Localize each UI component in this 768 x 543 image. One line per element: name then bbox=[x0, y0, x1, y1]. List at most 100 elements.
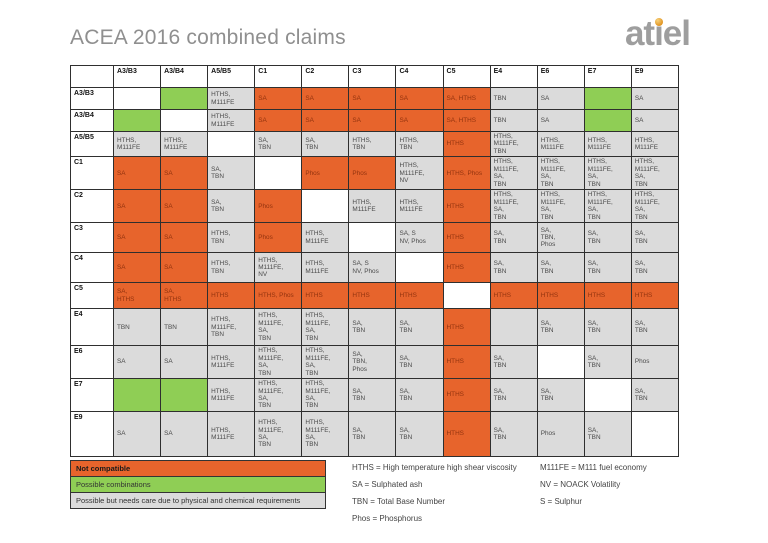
abbr-m111fe: M111FE = M111 fuel economy bbox=[540, 463, 647, 472]
matrix-cell: SA, TBN bbox=[348, 308, 397, 347]
logo-letter-i: ı bbox=[654, 14, 664, 53]
matrix-cell bbox=[583, 87, 632, 110]
matrix-cell: HTHS, TBN bbox=[207, 252, 256, 284]
matrix-cell bbox=[160, 109, 209, 132]
matrix-cell: HTHS, M111FE, SA, TBN bbox=[301, 308, 350, 347]
matrix-cell: Phos bbox=[348, 156, 397, 191]
matrix-cell: HTHS, M111FE, TBN bbox=[207, 308, 256, 347]
legend-not-compatible: Not compatible bbox=[70, 460, 326, 477]
matrix-cell: HTHS, M111FE bbox=[160, 130, 209, 158]
matrix-cell: SA, HTHS bbox=[442, 109, 491, 132]
matrix-cell: SA bbox=[395, 109, 444, 132]
matrix-cell: HTHS, M111FE, SA, TBN bbox=[254, 410, 303, 457]
matrix-row-c4: C4 SA SA HTHS, TBN HTHS, M111FE, NV HTHS, M11… bbox=[70, 252, 680, 284]
matrix-cell bbox=[160, 377, 209, 412]
matrix-cell: SA bbox=[536, 87, 585, 110]
matrix-cell: SA, TBN bbox=[630, 222, 680, 254]
col-header-a3-b4: A3/B4 bbox=[160, 65, 209, 88]
matrix-cell: SA bbox=[160, 189, 209, 224]
matrix-row-e9: E9 SA SA HTHS, M111FE HTHS, M111FE, SA, TBN H… bbox=[70, 410, 680, 457]
matrix-cell bbox=[442, 282, 491, 310]
matrix-cell: SA, TBN bbox=[207, 156, 256, 191]
matrix-cell: SA bbox=[160, 410, 209, 457]
matrix-cell: SA, TBN, Phos bbox=[536, 222, 585, 254]
abbr-tbn: TBN = Total Base Number bbox=[352, 497, 446, 506]
matrix-cell bbox=[348, 222, 397, 254]
matrix-cell bbox=[630, 410, 680, 457]
matrix-cell: SA, TBN bbox=[395, 345, 444, 379]
matrix-cell bbox=[301, 189, 350, 224]
matrix-cell bbox=[207, 130, 256, 158]
col-header-c3: C3 bbox=[348, 65, 397, 88]
matrix-cell: HTHS, M111FE, TBN bbox=[489, 130, 538, 158]
matrix-cell: HTHS, M111FE bbox=[536, 130, 585, 158]
matrix-cell: SA, TBN bbox=[489, 222, 538, 254]
matrix-cell: HTHS bbox=[442, 252, 491, 284]
matrix-corner-cell bbox=[70, 65, 114, 88]
matrix-cell bbox=[583, 377, 632, 412]
matrix-cell: TBN bbox=[160, 308, 209, 347]
matrix-cell: SA, TBN bbox=[536, 308, 585, 347]
matrix-cell: HTHS, M111FE, SA, TBN bbox=[489, 189, 538, 224]
matrix-cell: HTHS, Phos bbox=[254, 282, 303, 310]
matrix-cell: SA, HTHS bbox=[160, 282, 209, 310]
row-header-c3: C3 bbox=[70, 222, 114, 254]
matrix-cell: SA bbox=[160, 252, 209, 284]
matrix-cell: SA, TBN bbox=[536, 377, 585, 412]
abbr-sa: SA = Sulphated ash bbox=[352, 480, 423, 489]
matrix-cell: HTHS, M111FE bbox=[630, 130, 680, 158]
col-header-c2: C2 bbox=[301, 65, 350, 88]
matrix-cell: HTHS, TBN bbox=[348, 130, 397, 158]
matrix-cell: HTHS, M111FE bbox=[207, 345, 256, 379]
matrix-cell: TBN bbox=[489, 109, 538, 132]
matrix-cell: SA, TBN bbox=[395, 308, 444, 347]
matrix-row-a5-b5: A5/B5 HTHS, M111FE HTHS, M111FE SA, TBN SA, … bbox=[70, 130, 680, 158]
matrix-cell: TBN bbox=[489, 87, 538, 110]
matrix-cell bbox=[112, 109, 162, 132]
matrix-cell: SA bbox=[536, 109, 585, 132]
matrix-row-e4: E4 TBN TBN HTHS, M111FE, TBN HTHS, M111FE, S… bbox=[70, 308, 680, 347]
row-header-e9: E9 bbox=[70, 410, 114, 457]
matrix-cell: HTHS bbox=[442, 410, 491, 457]
matrix-cell: HTHS bbox=[442, 308, 491, 347]
matrix-cell: HTHS, M111FE bbox=[395, 189, 444, 224]
row-header-c5: C5 bbox=[70, 282, 114, 310]
matrix-cell: SA bbox=[112, 345, 162, 379]
matrix-cell: HTHS, M111FE, SA, TBN bbox=[254, 377, 303, 412]
matrix-cell: HTHS, M111FE, SA, TBN bbox=[536, 189, 585, 224]
matrix-cell: SA, TBN bbox=[489, 377, 538, 412]
row-header-c2: C2 bbox=[70, 189, 114, 224]
matrix-cell: HTHS, M111FE, SA, TBN bbox=[583, 189, 632, 224]
matrix-cell bbox=[112, 87, 162, 110]
row-header-c1: C1 bbox=[70, 156, 114, 191]
matrix-row-c1: C1 SA SA SA, TBN Phos Phos HTHS, M111FE, NV HTH… bbox=[70, 156, 680, 191]
matrix-cell: SA bbox=[112, 156, 162, 191]
abbr-phos: Phos = Phosphorus bbox=[352, 514, 423, 523]
legend-label: Not compatible bbox=[76, 464, 131, 473]
matrix-cell: HTHS, M111FE, SA, TBN bbox=[630, 189, 680, 224]
matrix-cell: SA, TBN bbox=[348, 410, 397, 457]
legend-needs-care: Possible but needs care due to physical … bbox=[70, 492, 326, 509]
col-header-c4: C4 bbox=[395, 65, 444, 88]
matrix-cell: Phos bbox=[301, 156, 350, 191]
matrix-cell: HTHS, M111FE bbox=[112, 130, 162, 158]
matrix-cell bbox=[583, 109, 632, 132]
matrix-cell bbox=[536, 345, 585, 379]
matrix-cell: SA, TBN bbox=[348, 377, 397, 412]
col-header-c5: C5 bbox=[442, 65, 491, 88]
matrix-row-c3: C3 SA SA HTHS, TBN Phos HTHS, M111FE SA, S NV,… bbox=[70, 222, 680, 254]
matrix-cell: SA, HTHS bbox=[112, 282, 162, 310]
legend-label: Possible combinations bbox=[76, 480, 151, 489]
matrix-cell: HTHS bbox=[536, 282, 585, 310]
matrix-cell: SA bbox=[301, 109, 350, 132]
matrix-row-e7: E7 HTHS, M111FE HTHS, M111FE, SA, TBN HTHS,… bbox=[70, 377, 680, 412]
matrix-cell: HTHS bbox=[207, 282, 256, 310]
matrix-cell: SA bbox=[630, 109, 680, 132]
matrix-cell: HTHS bbox=[630, 282, 680, 310]
matrix-cell: SA, TBN bbox=[583, 222, 632, 254]
legend-possible-combinations: Possible combinations bbox=[70, 476, 326, 493]
matrix-cell bbox=[395, 252, 444, 284]
atiel-logo: atı el bbox=[625, 14, 691, 53]
matrix-cell: Phos bbox=[254, 189, 303, 224]
claims-matrix-table: A3/B3 A3/B4 A5/B5 C1 C2 C3 C4 C5 E4 E6 E7 E9 A3/B3 HT… bbox=[70, 65, 680, 457]
